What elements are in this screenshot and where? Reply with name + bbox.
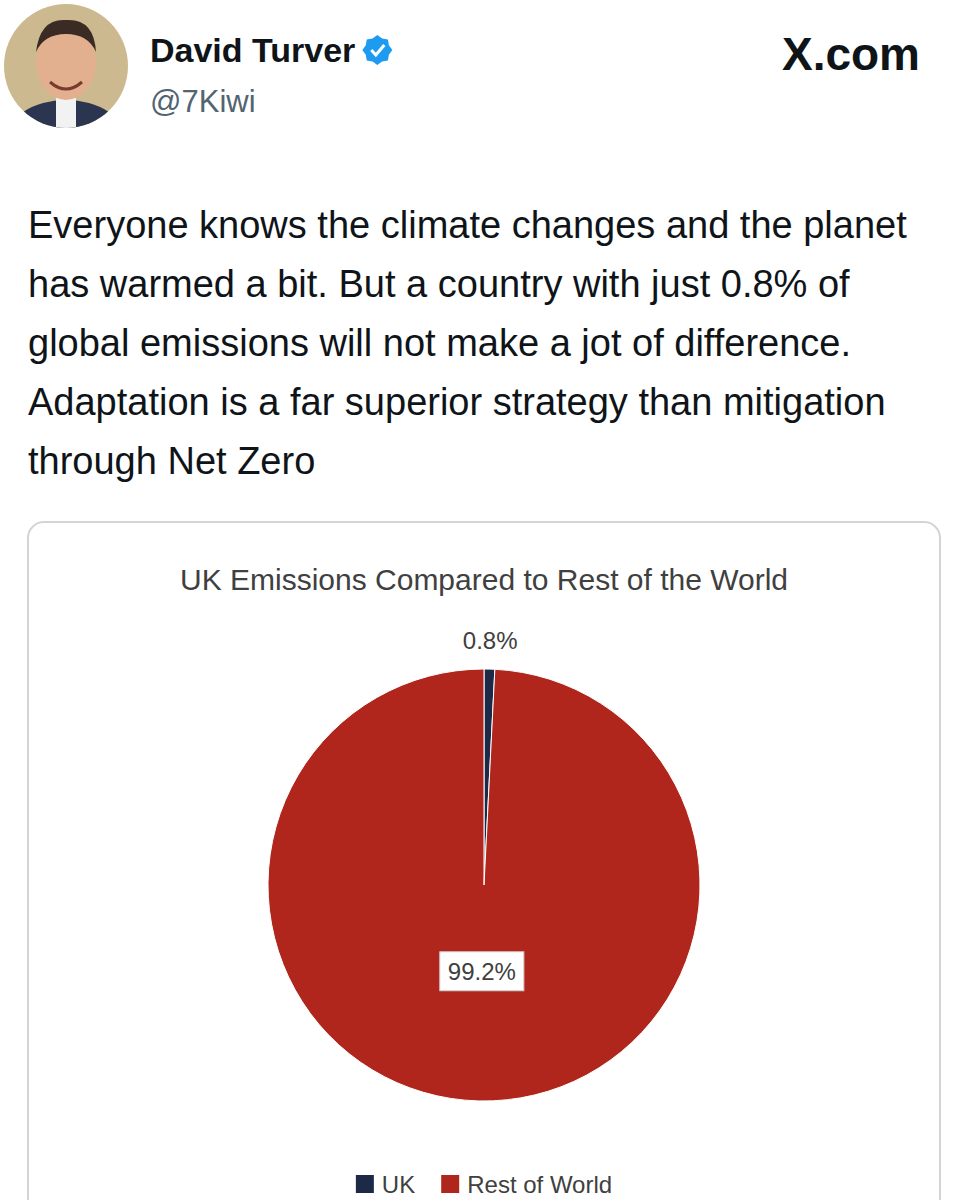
legend: UK Rest of World [356,1171,612,1198]
author-handle: @7Kiwi [150,84,256,119]
author-name: David Turver [150,31,355,69]
legend-label: UK [382,1171,415,1198]
chart-frame [28,522,940,1200]
legend-swatch [441,1175,459,1193]
pie [268,669,700,1101]
legend-item: Rest of World [441,1171,612,1198]
pie-slice [268,669,700,1101]
data-label: 99.2% [448,958,516,985]
canvas: David Turver @7Kiwi X.com UK Emissions Comp… [0,0,968,1200]
chart-title: UK Emissions Compared to Rest of the Wor… [180,563,788,596]
badge-shape [362,35,392,65]
badge-check [371,45,384,55]
data-labels: 0.8% 99.2% [440,627,524,990]
post-text: Everyone knows the climate changes and t… [28,196,938,491]
avatar-shirt [56,98,76,132]
avatar-hair [36,20,96,52]
avatar-bg [0,0,132,132]
data-label-box [440,952,524,991]
verified-badge [362,35,392,65]
legend-label: Rest of World [467,1171,612,1198]
data-label: 0.8% [463,627,518,654]
legend-swatch [356,1175,374,1193]
avatar-smile [50,82,82,89]
legend-item: UK [356,1171,415,1198]
avatar [0,0,132,180]
site-name: X.com [782,28,920,80]
